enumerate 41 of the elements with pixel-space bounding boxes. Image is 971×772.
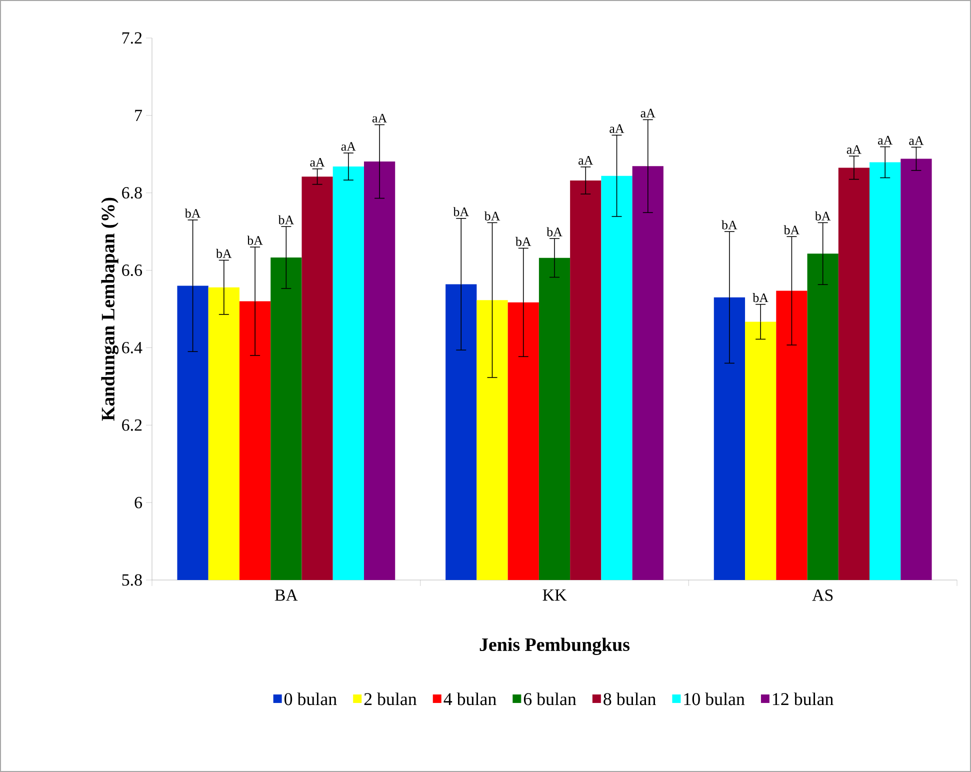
x-tick-label: KK [542,589,567,601]
annotation: aA [372,114,388,123]
y-tick-label: 6.2 [122,419,142,431]
annotation: bA [515,236,532,246]
annotation: bA [278,215,294,224]
annotation: aA [341,142,356,151]
x-tick-label: BA [274,589,298,601]
y-tick-label: 7 [135,110,142,121]
y-tick-label: 6 [134,496,142,508]
legend-label: 6 bulan [524,692,576,706]
annotation: bA [546,227,562,236]
y-tick-label: 5.8 [122,574,142,586]
annotation: bA [184,208,201,218]
y-tick-label: 6.4 [122,342,142,354]
y-axis-title: Kandungan Lembapan (%) [101,198,118,421]
annotation: aA [640,108,656,118]
annotation: aA [846,145,862,154]
annotation: aA [610,124,624,133]
annotation: aA [578,156,594,165]
legend-label: 0 bulan [284,692,337,706]
annotation: bA [216,248,232,258]
annotation: bA [484,211,500,220]
annotation: aA [878,136,893,145]
annotation: aA [310,158,325,167]
x-axis-title: Jenis Pembungkus [480,638,630,656]
annotation: bA [453,207,469,216]
legend-label: 12 bulan [773,692,834,706]
annotation: bA [814,211,831,220]
annotation: aA [909,136,924,145]
legend-label: 8 bulan [604,692,656,706]
legend-label: 4 bulan [444,692,496,706]
legend-label: 10 bulan [684,692,745,706]
annotation: bA [784,225,800,234]
annotation: bA [247,236,263,245]
y-tick-label: 6.8 [122,187,142,199]
y-tick-label: 7.2 [122,32,142,44]
y-tick-label: 6.6 [122,264,142,276]
annotation: bA [722,220,738,230]
legend-label: 2 bulan [364,692,417,706]
annotation: bA [752,293,768,302]
x-tick-label: AS [812,589,833,601]
